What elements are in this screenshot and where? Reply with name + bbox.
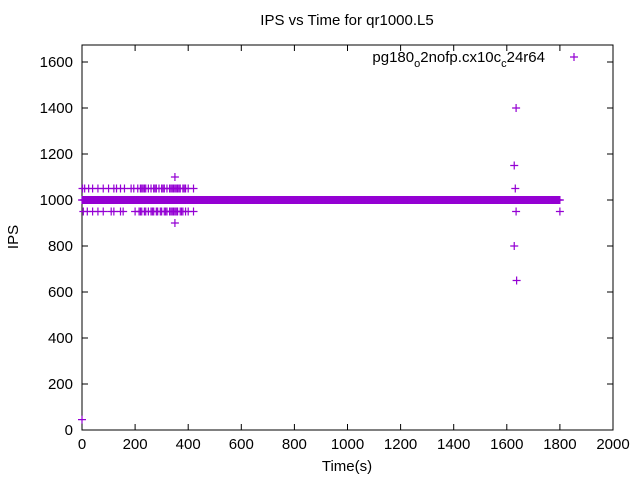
y-axis-label: IPS [5, 225, 22, 249]
data-point [512, 207, 521, 216]
x-tick-label: 1800 [543, 436, 576, 453]
y-tick-label: 0 [65, 422, 73, 439]
data-point [78, 415, 86, 424]
plot-border [81, 44, 614, 431]
legend-label: pg180o2nofp.cx10cc24r64 [372, 49, 545, 70]
x-tick-label: 800 [282, 436, 307, 453]
data-point [510, 242, 519, 250]
x-tick-label: 1000 [331, 436, 364, 453]
y-tick-label: 400 [48, 330, 73, 347]
data-point [555, 207, 564, 216]
y-tick-label: 1000 [40, 192, 73, 209]
x-tick-label: 200 [123, 436, 148, 453]
data-point [189, 184, 198, 193]
x-axis-label: Time(s) [322, 458, 372, 475]
data-points [78, 104, 564, 424]
chart-title: IPS vs Time for qr1000.L5 [260, 12, 433, 29]
legend-marker [570, 53, 578, 61]
y-tick-label: 200 [48, 376, 73, 393]
y-tick-label: 800 [48, 238, 73, 255]
legend: pg180o2nofp.cx10cc24r64 [372, 49, 578, 70]
data-point [170, 219, 179, 227]
x-tick-label: 1200 [384, 436, 417, 453]
x-tick-label: 1600 [490, 436, 523, 453]
y-tick-label: 1200 [40, 146, 73, 163]
x-tick-label: 0 [78, 436, 86, 453]
x-tick-label: 2000 [596, 436, 629, 453]
data-point [189, 207, 198, 216]
data-point [99, 207, 108, 216]
data-point [170, 173, 179, 181]
x-tick-label: 400 [176, 436, 201, 453]
data-point [555, 196, 564, 204]
data-point [119, 207, 128, 216]
x-tick-label: 600 [229, 436, 254, 453]
x-tick-label: 1400 [437, 436, 470, 453]
y-tick-label: 600 [48, 284, 73, 301]
data-point [510, 161, 519, 170]
data-point [512, 276, 521, 285]
y-tick-label: 1400 [40, 100, 73, 117]
data-point [511, 184, 520, 193]
y-tick-label: 1600 [40, 54, 73, 71]
data-point [512, 104, 521, 112]
